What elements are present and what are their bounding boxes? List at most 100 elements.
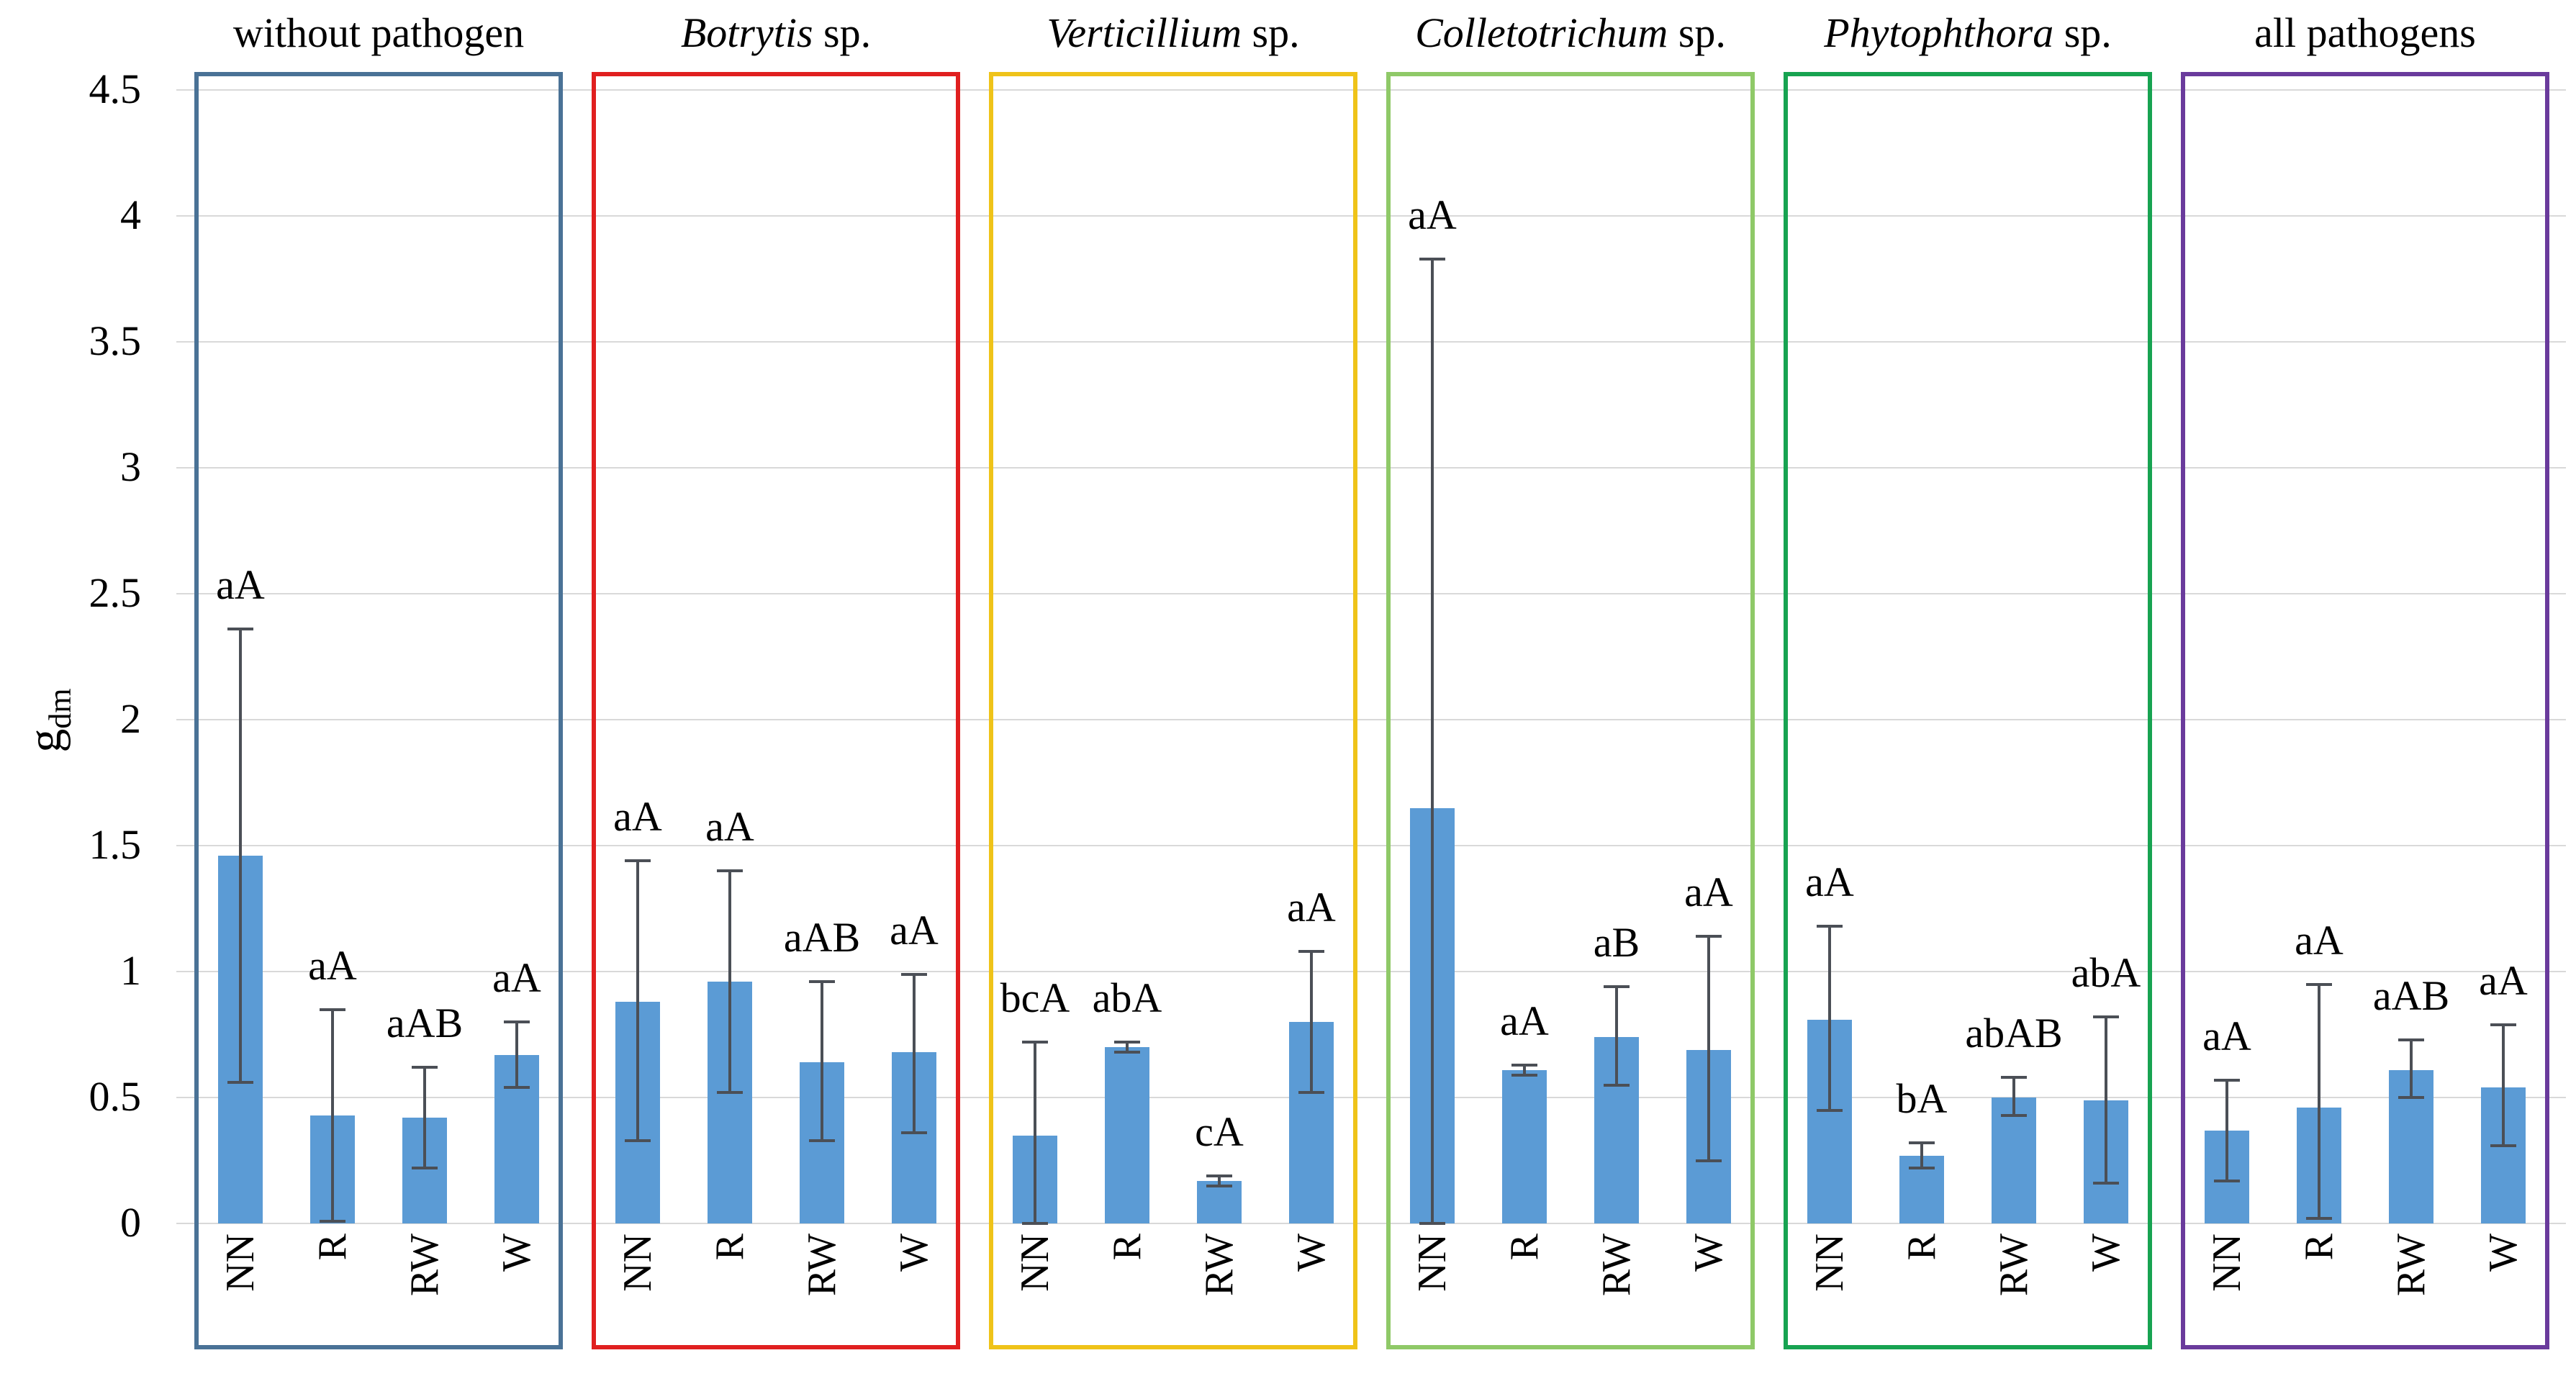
significance-letter: aA [1500,997,1549,1044]
significance-letter: abAB [1965,1010,2063,1056]
error-bar [1218,1175,1221,1186]
y-axis-tick-label: 4.5 [89,65,142,112]
error-bar-bottom-cap [2398,1096,2424,1099]
error-bar-bottom-cap [1419,1222,1445,1225]
panel-box [1784,72,2152,1349]
gridline [176,845,2566,846]
panel-title-genus: Botrytis [680,9,813,56]
error-bar-top-cap [1206,1174,1232,1177]
significance-letter: aA [613,793,662,840]
error-bar-top-cap [412,1066,438,1069]
error-bar-top-cap [227,628,253,630]
significance-letter: aA [216,561,265,608]
error-bar [515,1022,518,1087]
x-axis-tick-label: W [892,1234,936,1272]
error-bar [1707,936,1710,1161]
panel-title: Botrytis sp. [548,4,1003,62]
error-bar-top-cap [504,1020,530,1023]
error-bar-top-cap [1909,1141,1935,1144]
error-bar [913,974,916,1133]
x-axis-tick-label: R [708,1234,752,1261]
significance-letter: abA [1092,974,1162,1021]
error-bar-top-cap [1298,950,1324,953]
panel-title-genus: Verticillium [1047,9,1242,56]
y-axis-tick-label: 2.5 [89,569,142,616]
error-bar [1126,1042,1129,1052]
x-axis-tick-label: W [1686,1234,1731,1272]
significance-letter: aA [1684,869,1733,915]
significance-letter: aA [890,906,939,954]
panel-title-genus: Colletotrichum [1415,9,1668,56]
significance-letter: aA [1805,859,1854,905]
error-bar [239,629,242,1082]
x-axis-tick-label: NN [615,1234,660,1292]
error-bar-bottom-cap [227,1081,253,1084]
y-axis-tick-label: 0 [120,1199,141,1246]
significance-letter: aA [705,803,754,850]
error-bar [2225,1079,2228,1181]
y-axis-title: gdm [19,630,78,810]
bar-rw [1197,1180,1242,1223]
significance-letter: aAB [783,914,861,961]
x-axis-tick-label: W [2481,1234,2526,1272]
panel-title: Verticillium sp. [946,4,1401,62]
significance-letter: aA [2295,916,2344,964]
gridline [176,467,2566,469]
y-axis-tick-label: 0.5 [89,1073,142,1120]
error-bar-bottom-cap [1298,1091,1324,1094]
significance-letter: bcA [1000,974,1070,1021]
panel-box [1386,72,1755,1349]
x-axis-tick-label: R [1899,1234,1944,1261]
error-bar-bottom-cap [2093,1182,2119,1185]
panel-title: without pathogen [151,4,606,62]
error-bar-bottom-cap [2214,1179,2240,1182]
error-bar [728,871,731,1092]
error-bar [423,1067,426,1168]
gridline [176,1097,2566,1098]
error-bar-top-cap [1817,925,1843,928]
error-bar-top-cap [1419,257,1445,261]
x-axis-tick-label: RW [800,1234,844,1297]
error-bar-top-cap [2214,1078,2240,1082]
error-bar-top-cap [320,1008,345,1011]
panel-title-text: sp. [1668,9,1726,56]
gridline [176,341,2566,343]
error-bar [1431,258,1434,1223]
error-bar-bottom-cap [1206,1184,1232,1187]
gridline [176,593,2566,594]
x-axis-tick-label: NN [1013,1234,1057,1292]
x-axis-tick-label: NN [218,1234,263,1292]
panel-title: Phytophthora sp. [1740,4,2195,62]
panel-title-text: all pathogens [2254,9,2476,56]
panel-box [194,72,563,1349]
error-bar-top-cap [625,859,651,862]
x-axis-tick-label: RW [1992,1234,2036,1297]
error-bar [636,861,639,1141]
y-axis-tick-label: 4 [120,191,141,238]
y-axis-tick-label: 1.5 [89,821,142,868]
error-bar-bottom-cap [2306,1217,2332,1220]
error-bar-bottom-cap [1909,1167,1935,1169]
panel-title-genus: Phytophthora [1824,9,2054,56]
error-bar-bottom-cap [809,1139,835,1142]
error-bar-top-cap [1114,1041,1140,1044]
error-bar-bottom-cap [320,1219,345,1223]
y-axis-title-main: g [19,728,71,753]
significance-letter: aB [1593,919,1640,966]
y-axis-title-subscript: dm [42,688,78,729]
y-axis-tick-label: 3 [120,443,141,490]
x-axis-tick-label: NN [1410,1234,1455,1292]
x-axis-tick-label: R [310,1234,355,1261]
gridline [176,719,2566,720]
error-bar-top-cap [1022,1041,1048,1044]
error-bar [1615,987,1618,1085]
panel-box [2181,72,2549,1349]
y-axis-tick-label: 1 [120,947,141,994]
panel-title-text: sp. [813,9,872,56]
panel-title-text: sp. [1242,9,1300,56]
significance-letter: cA [1195,1108,1244,1155]
error-bar-top-cap [2398,1038,2424,1041]
error-bar-bottom-cap [1511,1073,1537,1077]
error-bar [1920,1143,1923,1168]
panel-box [592,72,960,1349]
